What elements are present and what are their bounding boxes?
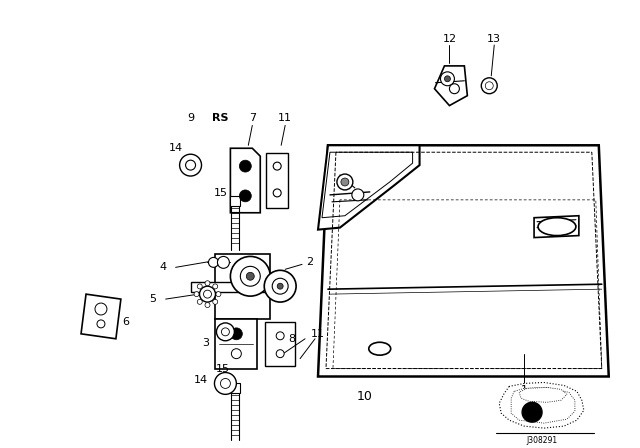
Text: RS: RS	[212, 113, 228, 124]
Polygon shape	[230, 383, 241, 393]
Circle shape	[230, 256, 270, 296]
Text: 10: 10	[357, 390, 372, 403]
Polygon shape	[318, 145, 420, 230]
Ellipse shape	[538, 218, 576, 236]
Circle shape	[449, 84, 460, 94]
Circle shape	[241, 267, 260, 286]
Text: 4: 4	[159, 263, 166, 272]
Polygon shape	[318, 145, 609, 376]
Circle shape	[273, 189, 281, 197]
Polygon shape	[435, 66, 467, 106]
Circle shape	[221, 328, 229, 336]
Circle shape	[204, 290, 211, 298]
Polygon shape	[191, 282, 270, 292]
Polygon shape	[230, 196, 241, 206]
Polygon shape	[266, 153, 288, 208]
Circle shape	[276, 350, 284, 358]
Polygon shape	[230, 148, 260, 213]
Text: 7: 7	[249, 113, 256, 124]
Circle shape	[205, 281, 210, 286]
Circle shape	[205, 302, 210, 307]
Circle shape	[180, 154, 202, 176]
Polygon shape	[265, 322, 295, 366]
Polygon shape	[519, 388, 567, 402]
Circle shape	[200, 286, 216, 302]
Circle shape	[212, 299, 218, 304]
Circle shape	[218, 256, 229, 268]
Circle shape	[230, 328, 243, 340]
Circle shape	[481, 78, 497, 94]
Circle shape	[186, 160, 196, 170]
Circle shape	[194, 292, 199, 297]
Text: 11: 11	[311, 329, 325, 339]
Text: 3: 3	[202, 338, 209, 348]
Text: 8: 8	[289, 334, 296, 344]
Text: 12: 12	[442, 34, 456, 44]
Text: 6: 6	[122, 317, 129, 327]
Circle shape	[264, 270, 296, 302]
Text: 11: 11	[278, 113, 292, 124]
Text: J308291: J308291	[527, 436, 557, 445]
Polygon shape	[81, 294, 121, 339]
Text: 2: 2	[307, 258, 314, 267]
Circle shape	[352, 189, 364, 201]
Circle shape	[232, 349, 241, 359]
Circle shape	[273, 162, 281, 170]
Circle shape	[341, 178, 349, 186]
Circle shape	[95, 303, 107, 315]
Text: 15: 15	[216, 364, 229, 374]
Text: 1: 1	[520, 385, 527, 396]
Text: 5: 5	[149, 294, 156, 304]
Text: 15: 15	[213, 188, 227, 198]
Circle shape	[276, 332, 284, 340]
Circle shape	[97, 320, 105, 328]
Polygon shape	[511, 388, 575, 423]
Circle shape	[272, 278, 288, 294]
Circle shape	[522, 402, 542, 422]
Circle shape	[239, 190, 252, 202]
Circle shape	[216, 292, 221, 297]
Text: 13: 13	[487, 34, 501, 44]
Text: 14: 14	[193, 375, 207, 385]
Ellipse shape	[369, 342, 390, 355]
Circle shape	[209, 258, 218, 267]
Polygon shape	[216, 254, 270, 319]
Circle shape	[337, 174, 353, 190]
Circle shape	[444, 76, 451, 82]
Circle shape	[220, 379, 230, 388]
Circle shape	[440, 72, 454, 86]
Circle shape	[277, 283, 283, 289]
Circle shape	[212, 284, 218, 289]
Circle shape	[485, 82, 493, 90]
Polygon shape	[499, 383, 584, 428]
Circle shape	[197, 284, 202, 289]
Circle shape	[197, 299, 202, 304]
Circle shape	[214, 373, 236, 394]
Polygon shape	[534, 216, 579, 237]
Circle shape	[246, 272, 254, 280]
Circle shape	[239, 160, 252, 172]
Text: 14: 14	[168, 143, 182, 153]
Polygon shape	[216, 319, 257, 369]
Circle shape	[216, 323, 234, 341]
Text: 9: 9	[187, 113, 194, 124]
